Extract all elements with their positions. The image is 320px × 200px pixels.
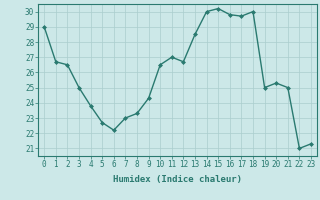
X-axis label: Humidex (Indice chaleur): Humidex (Indice chaleur) (113, 175, 242, 184)
